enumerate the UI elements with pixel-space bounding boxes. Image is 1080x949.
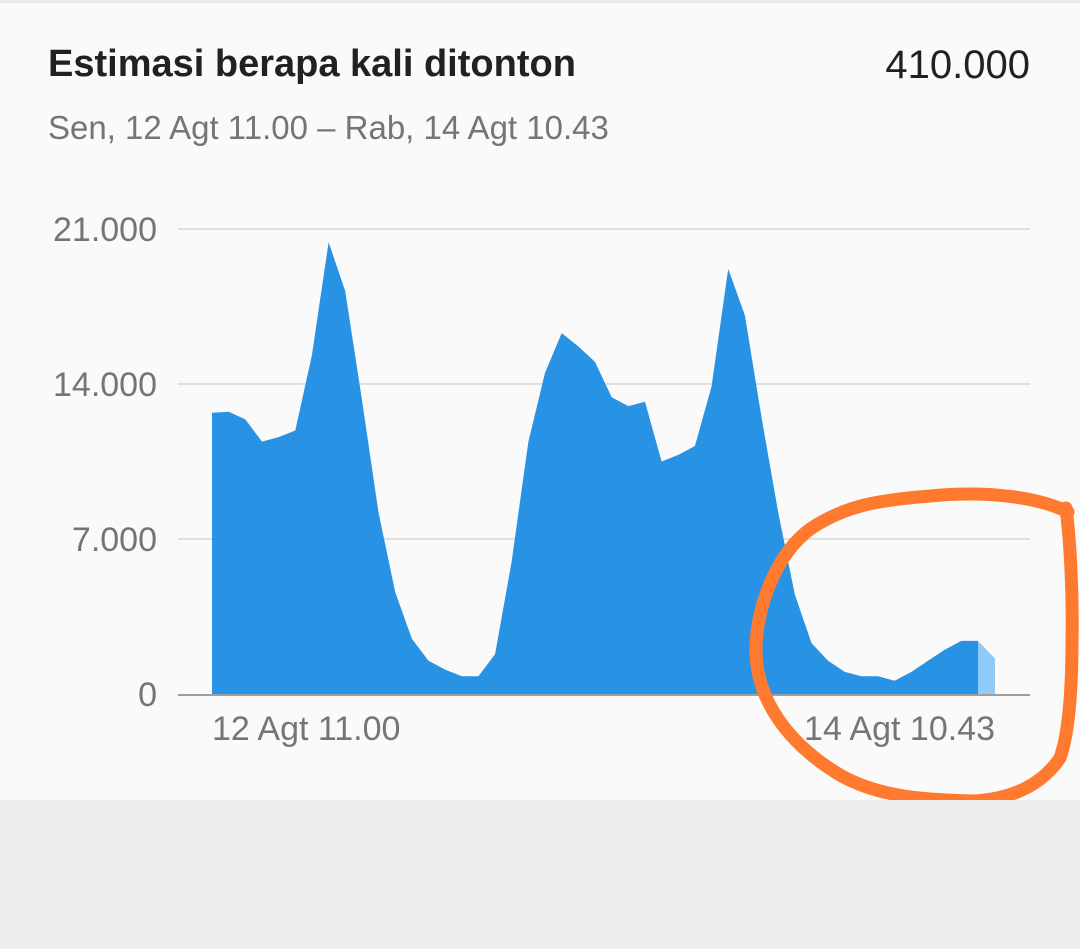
y-axis-ticks: 0 7.000 14.000 21.000 — [53, 211, 157, 714]
y-tick-label: 21.000 — [53, 211, 157, 249]
x-axis-ticks: 12 Agt 11.00 14 Agt 10.43 — [212, 710, 995, 748]
annotation — [749, 487, 1079, 808]
area-series-main — [212, 242, 978, 695]
y-tick-label: 7.000 — [72, 521, 157, 559]
area-series-partial — [978, 640, 995, 694]
date-range: Sen, 12 Agt 11.00 – Rab, 14 Agt 10.43 — [48, 109, 609, 146]
chart-title: Estimasi berapa kali ditonton — [48, 43, 576, 85]
orange-circle-annotation — [749, 487, 1079, 808]
y-tick-label: 14.000 — [53, 366, 157, 404]
x-tick-label: 12 Agt 11.00 — [212, 710, 400, 748]
x-tick-label: 14 Agt 10.43 — [804, 710, 995, 748]
bottom-background — [0, 800, 1080, 949]
area-series — [212, 242, 995, 695]
y-tick-label: 0 — [138, 676, 157, 714]
total-views: 410.000 — [885, 43, 1030, 87]
